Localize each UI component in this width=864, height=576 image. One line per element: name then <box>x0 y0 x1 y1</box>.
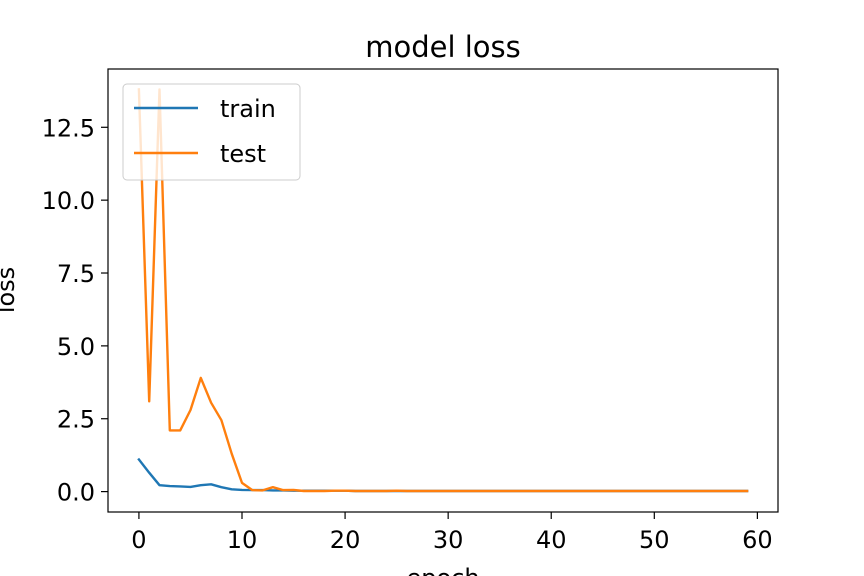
x-tick-label: 60 <box>742 526 773 554</box>
legend-label-test: test <box>220 140 266 168</box>
legend: train test <box>122 83 301 181</box>
x-tick-label: 20 <box>330 526 361 554</box>
plot-frame <box>107 68 779 513</box>
x-tick-label: 50 <box>639 526 670 554</box>
x-axis-label: epoch <box>406 564 479 576</box>
y-tick-label: 5.0 <box>57 333 95 361</box>
x-axis: 0 10 20 30 40 50 60 <box>131 512 773 554</box>
series-line-test <box>137 88 749 493</box>
plot-lines <box>137 88 749 493</box>
x-tick-label: 0 <box>131 526 146 554</box>
y-tick-label: 0.0 <box>57 479 95 507</box>
chart-title: model loss <box>365 30 521 64</box>
legend-label-train: train <box>220 95 276 123</box>
y-tick-label: 10.0 <box>42 187 95 215</box>
y-tick-label: 2.5 <box>57 406 95 434</box>
x-tick-label: 40 <box>536 526 567 554</box>
x-tick-label: 10 <box>227 526 258 554</box>
y-axis-label: loss <box>0 267 20 313</box>
y-axis: 0.0 2.5 5.0 7.5 10.0 12.5 <box>42 114 108 507</box>
y-tick-label: 12.5 <box>42 114 95 142</box>
x-tick-label: 30 <box>433 526 464 554</box>
y-tick-label: 7.5 <box>57 260 95 288</box>
